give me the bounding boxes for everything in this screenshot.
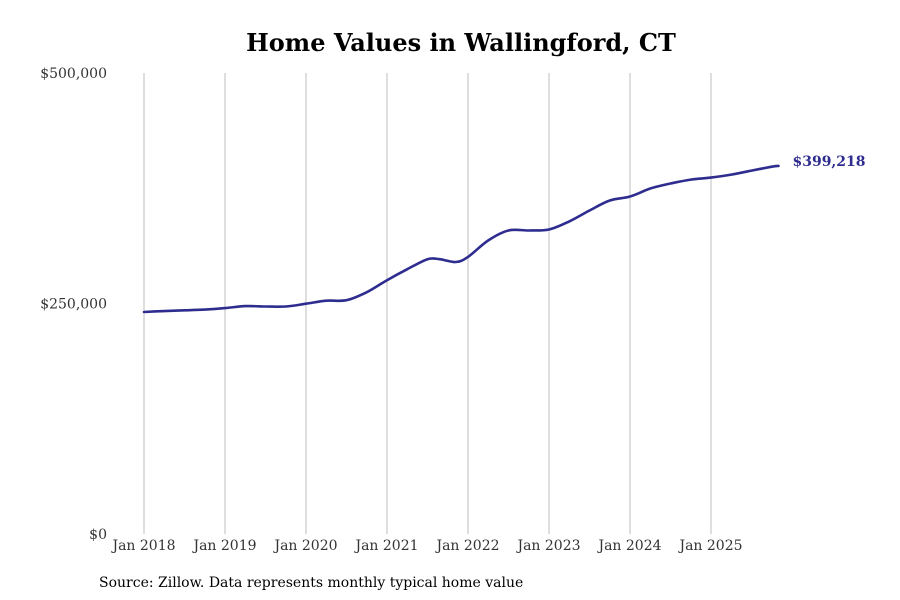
x-tick-label: Jan 2023 bbox=[515, 538, 580, 554]
x-tick-label: Jan 2021 bbox=[353, 538, 418, 554]
x-axis: Jan 2018 Jan 2019 Jan 2020 Jan 2021 Jan 2022… bbox=[110, 538, 742, 554]
source-caption: Source: Zillow. Data represents monthly … bbox=[99, 575, 523, 591]
x-tick-label: Jan 2022 bbox=[434, 538, 499, 554]
y-tick-label: $250,000 bbox=[40, 297, 107, 313]
x-tick-label: Jan 2019 bbox=[191, 538, 256, 554]
grid-lines bbox=[143, 73, 712, 534]
y-axis: $0 $250,000 $500,000 bbox=[40, 66, 107, 543]
series-line bbox=[142, 164, 780, 314]
series-layer bbox=[142, 164, 780, 314]
chart-title: Home Values in Wallingford, CT bbox=[246, 28, 676, 57]
x-tick-label: Jan 2024 bbox=[596, 538, 661, 554]
x-tick-label: Jan 2020 bbox=[272, 538, 337, 554]
x-tick-label: Jan 2018 bbox=[110, 538, 175, 554]
end-value-label: $399,218 bbox=[792, 154, 865, 170]
y-tick-label: $500,000 bbox=[40, 66, 107, 82]
y-tick-label: $0 bbox=[89, 527, 107, 543]
x-tick-label: Jan 2025 bbox=[677, 538, 742, 554]
